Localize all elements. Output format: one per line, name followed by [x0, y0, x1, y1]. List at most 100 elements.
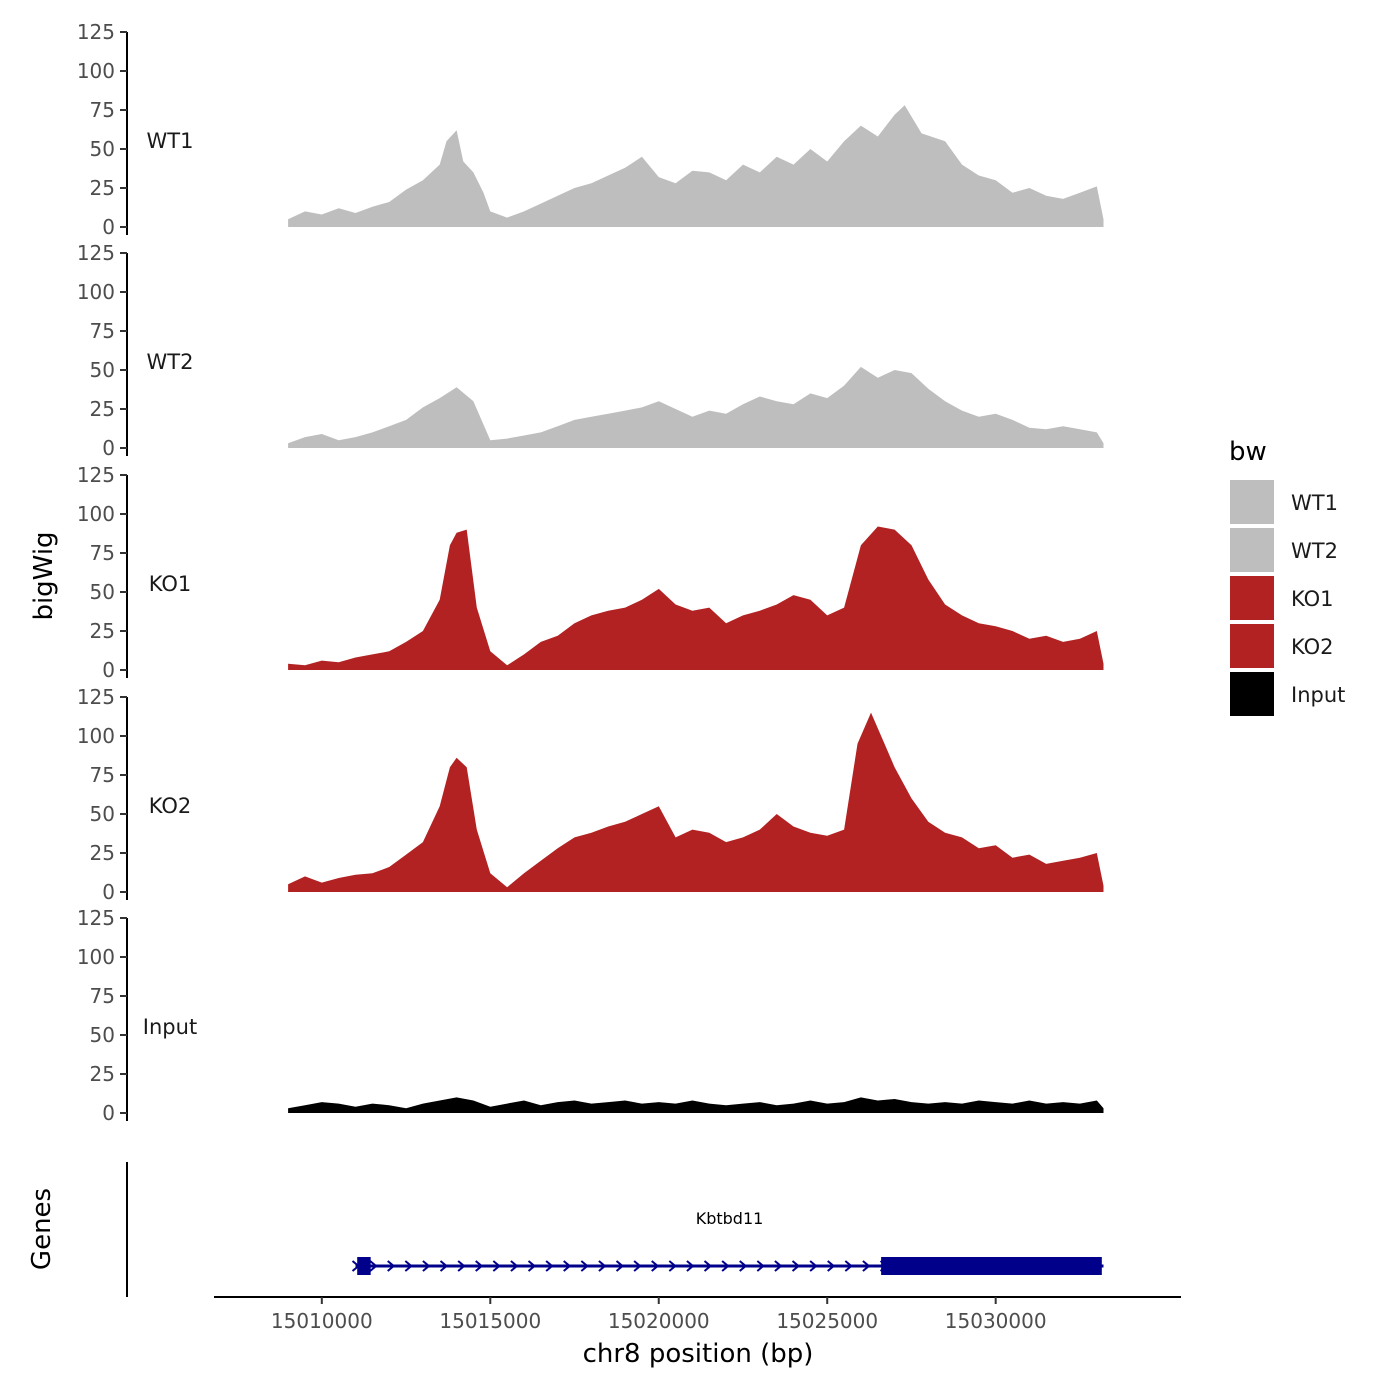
strand-arrow — [809, 1260, 818, 1272]
track-label-wt2: WT2 — [147, 350, 194, 374]
panel-ko2: 0 25 50 75 100 125 KO2 — [77, 685, 1104, 904]
area-wt1 — [288, 105, 1104, 227]
strand-arrow — [756, 1260, 765, 1272]
area-ko2 — [288, 712, 1104, 892]
panel-wt2: 0 25 50 75 100 125 WT2 — [77, 241, 1104, 460]
y-tick-label: 50 — [90, 358, 115, 382]
y-tick-label: 50 — [90, 137, 115, 161]
y-tick-label: 0 — [102, 658, 115, 682]
strand-arrow — [492, 1260, 501, 1272]
y-tick-label: 25 — [90, 397, 115, 421]
legend: bw WT1 WT2 KO1 KO2 Input — [1229, 437, 1345, 716]
track-label-ko1: KO1 — [149, 572, 192, 596]
y-tick-label: 125 — [77, 685, 115, 709]
track-label-input: Input — [143, 1015, 197, 1039]
strand-arrow — [369, 1260, 378, 1272]
x-axis: 15010000 15015000 15020000 15025000 15030000… — [214, 1296, 1181, 1369]
legend-label-wt2: WT2 — [1291, 539, 1338, 563]
y-tick-label: 100 — [77, 280, 115, 304]
strand-arrow — [475, 1260, 484, 1272]
y-tick-label: 0 — [102, 1101, 115, 1125]
y-tick-label: 50 — [90, 580, 115, 604]
strand-arrow — [791, 1260, 801, 1272]
panel-ko1: 0 25 50 75 100 125 KO1 — [77, 463, 1104, 682]
y-tick-label: 100 — [77, 945, 115, 969]
y-tick-label: 0 — [102, 436, 115, 460]
strand-arrow — [545, 1260, 554, 1272]
y-tick-label: 125 — [77, 241, 115, 265]
y-tick-label: 25 — [90, 619, 115, 643]
y-tick-label: 50 — [90, 802, 115, 826]
strand-arrow — [721, 1260, 730, 1272]
legend-key-ko2 — [1230, 624, 1274, 668]
strand-arrow — [827, 1260, 836, 1272]
strand-arrow — [615, 1260, 625, 1272]
panel-wt1: 0 25 50 75 100 125 WT1 — [77, 20, 1104, 239]
gene-exon — [881, 1257, 1102, 1275]
y-tick-label: 100 — [77, 724, 115, 748]
gene-label: Kbtbd11 — [696, 1209, 764, 1228]
strand-arrow — [457, 1260, 466, 1272]
x-tick-label: 15010000 — [271, 1309, 373, 1333]
y-tick-label: 75 — [90, 984, 115, 1008]
y-tick-label: 125 — [77, 906, 115, 930]
y-tick-label: 125 — [77, 463, 115, 487]
gene-track: Genes Kbtbd11 — [27, 1162, 1104, 1297]
y-tick-label: 75 — [90, 98, 115, 122]
y-tick-label: 25 — [90, 176, 115, 200]
area-input — [288, 1097, 1104, 1113]
x-tick-label: 15030000 — [945, 1309, 1047, 1333]
strand-arrow — [510, 1260, 519, 1272]
y-tick-label: 75 — [90, 763, 115, 787]
strand-arrow — [862, 1260, 871, 1272]
y-tick-label: 75 — [90, 319, 115, 343]
legend-label-ko2: KO2 — [1291, 635, 1334, 659]
legend-key-wt1 — [1230, 480, 1274, 524]
area-ko1 — [288, 526, 1104, 670]
bigwig-panels: 0 25 50 75 100 125 WT1 0 25 50 75 100 125 WT2 0 25 50 75 1… — [77, 20, 1104, 1125]
y-tick-label: 25 — [90, 1062, 115, 1086]
x-tick-label: 15025000 — [776, 1309, 878, 1333]
strand-arrow — [633, 1260, 642, 1272]
strand-arrow — [739, 1260, 748, 1272]
gene-model-kbtbd11 — [351, 1257, 1104, 1275]
strand-arrow — [598, 1260, 607, 1272]
y-tick-label: 100 — [77, 502, 115, 526]
strand-arrow — [404, 1260, 413, 1272]
y-tick-label: 100 — [77, 59, 115, 83]
legend-key-input — [1230, 672, 1274, 716]
legend-label-input: Input — [1291, 683, 1345, 707]
area-wt2 — [288, 366, 1104, 448]
genes-axis-title: Genes — [27, 1188, 57, 1270]
strand-arrow — [387, 1260, 396, 1272]
gene-exon — [357, 1257, 371, 1275]
strand-arrow — [686, 1260, 695, 1272]
x-tick-label: 15015000 — [439, 1309, 541, 1333]
panel-input: 0 25 50 75 100 125 Input — [77, 906, 1104, 1125]
y-tick-label: 75 — [90, 541, 115, 565]
y-tick-label: 50 — [90, 1023, 115, 1047]
track-label-wt1: WT1 — [147, 129, 194, 153]
strand-arrow — [422, 1260, 431, 1272]
x-tick-label: 15020000 — [608, 1309, 710, 1333]
x-axis-title: chr8 position (bp) — [583, 1339, 814, 1369]
strand-arrow — [439, 1260, 449, 1272]
y-tick-label: 25 — [90, 841, 115, 865]
x-axis-ticks: 15010000 15015000 15020000 15025000 15030000 — [271, 1297, 1047, 1333]
legend-items: WT1 WT2 KO1 KO2 Input — [1230, 480, 1345, 716]
track-label-ko2: KO2 — [149, 794, 192, 818]
legend-label-wt1: WT1 — [1291, 491, 1338, 515]
y-tick-label: 0 — [102, 215, 115, 239]
legend-label-ko1: KO1 — [1291, 587, 1334, 611]
strand-arrow — [651, 1260, 660, 1272]
strand-arrow — [774, 1260, 783, 1272]
y-tick-label: 0 — [102, 880, 115, 904]
y-axis-title: bigWig — [29, 531, 59, 620]
legend-key-ko1 — [1230, 576, 1274, 620]
strand-arrow — [844, 1260, 853, 1272]
strand-arrow — [580, 1260, 589, 1272]
y-tick-label: 125 — [77, 20, 115, 44]
strand-arrow — [527, 1260, 537, 1272]
strand-arrow — [668, 1260, 677, 1272]
